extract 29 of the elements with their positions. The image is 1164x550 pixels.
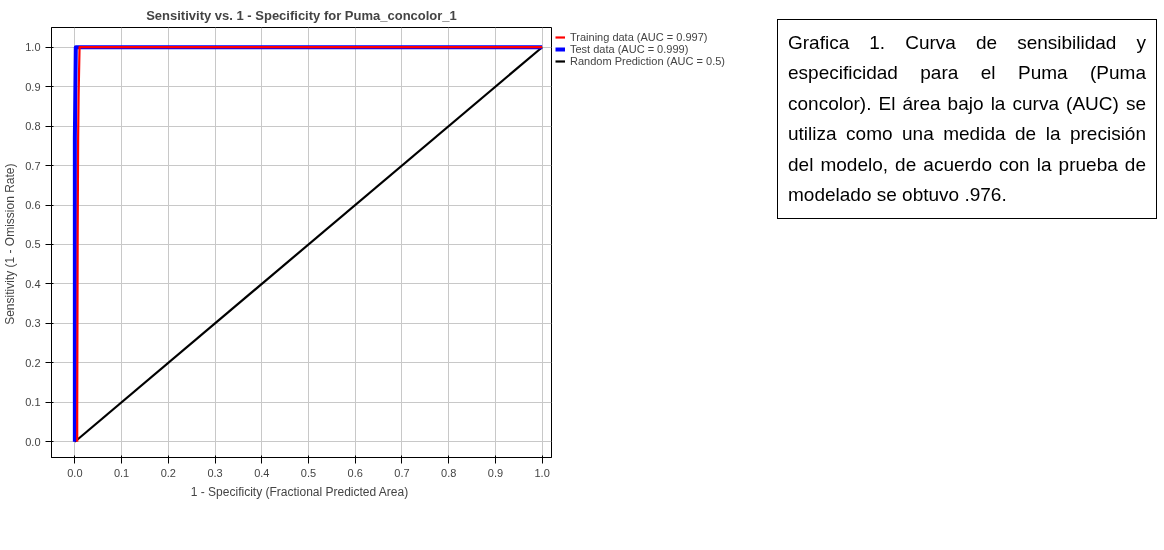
x-axis-title: 1 - Specificity (Fractional Predicted Area): [190, 484, 409, 499]
y-tick-label: 0.2: [25, 356, 41, 369]
x-tick-label: 0.0: [67, 466, 83, 479]
y-tick-label: 0.6: [25, 199, 41, 212]
y-tick-label: 0.3: [25, 317, 41, 330]
x-tick-label: 0.1: [113, 466, 130, 479]
y-axis-title: Sensitivity (1 - Omission Rate): [3, 163, 18, 325]
text: Grafica 1. Curva de sensibilidad y especificidad para el Puma (Puma concolor). El área bajo la curva (AUC) se utiliza como una medida de la precisión del modelo, de acuerdo con la prueba de modelado se obtuvo .976.: [788, 31, 1146, 207]
y-tick-label: 0.4: [25, 277, 41, 290]
y-tick-label: 0.1: [25, 396, 41, 409]
y-tick-label: 0.7: [25, 159, 41, 172]
x-tick-label: 1.0: [534, 466, 550, 479]
y-tick-label: 0.8: [25, 120, 41, 133]
y-tick-label: 0.0: [25, 435, 41, 448]
legend-label: Test data (AUC = 0.999): [570, 43, 689, 55]
x-tick-label: 0.7: [394, 466, 410, 479]
chart-title: Sensitivity vs. 1 - Specificity for Puma_concolor_1: [146, 7, 457, 23]
x-tick-label: 0.3: [207, 466, 223, 479]
x-tick-label: 0.2: [160, 466, 176, 479]
x-tick-label: 0.6: [347, 466, 363, 479]
x-tick-label: 0.4: [254, 466, 270, 479]
legend-label: Random Prediction (AUC = 0.5): [570, 55, 725, 67]
y-tick-label: 0.5: [25, 238, 41, 251]
y-tick-label: 0.9: [25, 80, 41, 93]
x-tick-label: 0.5: [300, 466, 317, 479]
legend-label: Training data (AUC = 0.997): [570, 31, 708, 43]
x-tick-label: 0.9: [487, 466, 504, 479]
y-tick-label: 1.0: [25, 41, 41, 54]
x-tick-label: 0.8: [441, 466, 457, 479]
